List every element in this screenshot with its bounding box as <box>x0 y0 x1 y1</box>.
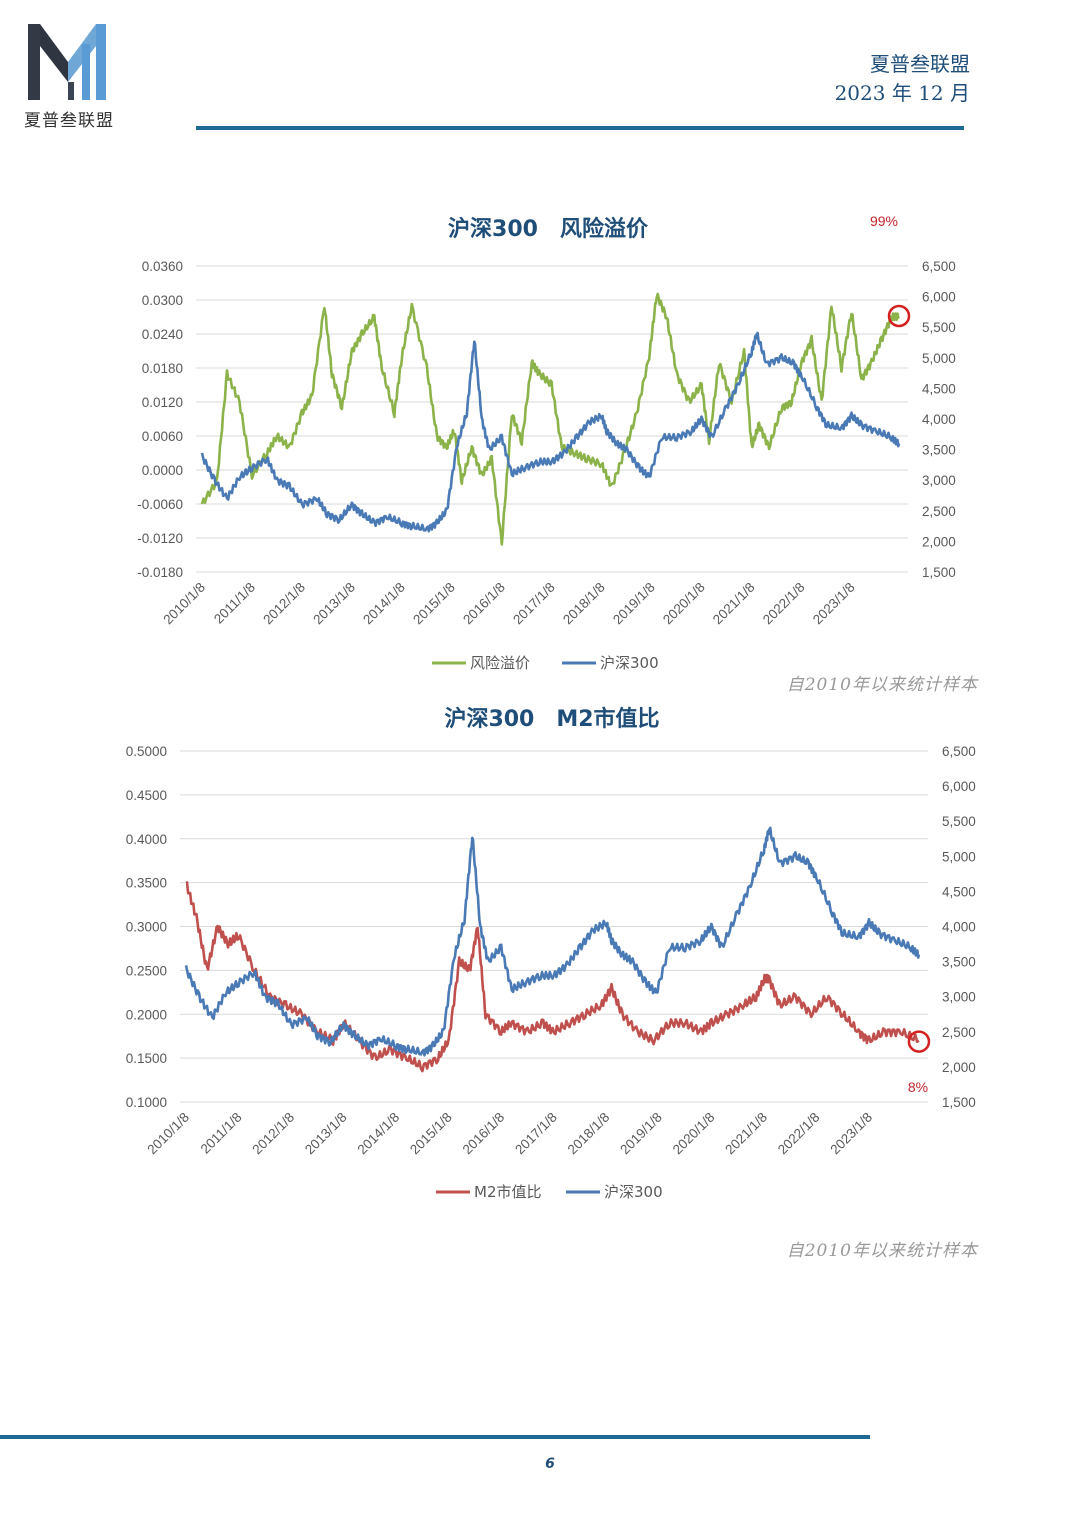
x-tick-label: 2022/1/8 <box>760 580 808 628</box>
y-left-tick-label: -0.0180 <box>137 565 183 580</box>
y-right-tick-label: 5,000 <box>922 351 956 366</box>
risk-premium-chart-svg: 沪深300 风险溢价 0.0360 0.0300 0.0240 0.0180 0.0120… <box>137 213 956 672</box>
header-info: 夏普叁联盟 2023 年 12 月 <box>835 50 970 108</box>
y-left-tick-label: 0.3500 <box>126 876 167 891</box>
x-tick-label: 2023/1/8 <box>827 1110 875 1158</box>
m2-ratio-chart-svg: 沪深300 M2市值比 0.5000 0.4500 0.4000 0.3500 0.300… <box>126 706 976 1201</box>
risk-premium-chart: 沪深300 风险溢价 0.0360 0.0300 0.0240 0.0180 0.0120… <box>0 190 1080 690</box>
y-right-tick-label: 6,500 <box>942 744 976 759</box>
x-tick-label: 2023/1/8 <box>810 580 858 628</box>
x-tick-label: 2010/1/8 <box>160 580 208 628</box>
x-tick-label: 2019/1/8 <box>617 1110 665 1158</box>
y-right-tick-label: 6,000 <box>922 290 956 305</box>
y-left-tick-label: 0.4000 <box>126 832 167 847</box>
x-tick-label: 2017/1/8 <box>510 580 558 628</box>
x-tick-label: 2018/1/8 <box>565 1110 613 1158</box>
y-left-tick-label: 0.2500 <box>126 963 167 978</box>
y-right-tick-label: 4,000 <box>942 920 976 935</box>
series-line-primary <box>185 881 920 1073</box>
chart-title: 沪深300 风险溢价 <box>448 216 649 242</box>
y-right-tick-label: 3,500 <box>942 955 976 970</box>
y-left-tick-label: 0.4500 <box>126 788 167 803</box>
chart-title: 沪深300 M2市值比 <box>444 706 659 732</box>
y-left-tick-label: 0.0360 <box>142 259 183 274</box>
y-right-tick-label: 1,500 <box>922 565 956 580</box>
x-tick-label: 2011/1/8 <box>211 580 258 627</box>
m2-ratio-chart: 沪深300 M2市值比 0.5000 0.4500 0.4000 0.3500 0.300… <box>0 690 1080 1220</box>
y-left-tick-label: 0.1000 <box>126 1095 167 1110</box>
annotation-label: 8% <box>908 1079 928 1095</box>
page-number: 6 <box>545 1456 555 1472</box>
y-left-tick-label: 0.0300 <box>142 293 183 308</box>
legend-label: 沪深300 <box>600 654 659 672</box>
x-tick-label: 2016/1/8 <box>460 580 508 628</box>
brand-logo: 夏普叁联盟 <box>24 22 124 131</box>
header-brand: 夏普叁联盟 <box>870 52 970 76</box>
series-line-index <box>200 331 901 533</box>
y-right-tick-label: 5,500 <box>942 814 976 829</box>
x-tick-label: 2019/1/8 <box>610 580 658 628</box>
x-tick-label: 2021/1/8 <box>710 580 758 628</box>
x-tick-label: 2010/1/8 <box>144 1110 192 1158</box>
y-right-tick-label: 2,500 <box>922 504 956 519</box>
header-date: 2023 年 12 月 <box>834 81 970 105</box>
x-tick-label: 2020/1/8 <box>670 1110 718 1158</box>
y-right-tick-label: 4,500 <box>942 884 976 899</box>
y-right-tick-label: 6,000 <box>942 779 976 794</box>
annotation-label: 99% <box>870 213 898 229</box>
x-tick-label: 2012/1/8 <box>249 1110 297 1158</box>
y-left-tick-label: 0.0000 <box>142 463 183 478</box>
x-tick-label: 2014/1/8 <box>355 1110 403 1158</box>
x-tick-label: 2014/1/8 <box>360 580 408 628</box>
x-tick-label: 2017/1/8 <box>512 1110 560 1158</box>
x-tick-label: 2015/1/8 <box>407 1110 455 1158</box>
highlight-circle <box>907 1030 931 1053</box>
y-left-tick-label: 0.0120 <box>142 395 183 410</box>
x-tick-label: 2011/1/8 <box>198 1110 245 1157</box>
chart-note-2: 自2010年以来统计样本 <box>786 1241 978 1261</box>
y-left-tick-label: 0.0240 <box>142 327 183 342</box>
y-right-tick-label: 3,000 <box>922 473 956 488</box>
y-left-tick-label: 0.0060 <box>142 429 183 444</box>
series-line-primary <box>200 292 900 546</box>
x-tick-label: 2013/1/8 <box>302 1110 350 1158</box>
x-tick-label: 2013/1/8 <box>310 580 358 628</box>
legend-label: 风险溢价 <box>470 654 530 672</box>
y-right-tick-label: 1,500 <box>942 1095 976 1110</box>
y-right-tick-label: 3,500 <box>922 443 956 458</box>
x-tick-label: 2021/1/8 <box>722 1110 770 1158</box>
y-right-tick-label: 5,000 <box>942 849 976 864</box>
y-left-tick-label: 0.2000 <box>126 1007 167 1022</box>
x-tick-label: 2022/1/8 <box>775 1110 823 1158</box>
y-right-tick-label: 6,500 <box>922 259 956 274</box>
logo-text: 夏普叁联盟 <box>24 111 114 131</box>
series-line-index <box>184 826 921 1057</box>
y-right-tick-label: 4,000 <box>922 412 956 427</box>
footer-divider <box>0 1435 870 1439</box>
y-left-tick-label: -0.0060 <box>137 497 183 512</box>
legend-label: M2市值比 <box>474 1183 542 1201</box>
y-right-tick-label: 2,500 <box>942 1025 976 1040</box>
y-left-tick-label: -0.0120 <box>137 531 183 546</box>
y-left-tick-label: 0.3000 <box>126 920 167 935</box>
x-tick-label: 2012/1/8 <box>260 580 308 628</box>
x-tick-label: 2018/1/8 <box>560 580 608 628</box>
y-right-tick-label: 3,000 <box>942 990 976 1005</box>
logo-mark-icon <box>28 24 106 100</box>
legend-label: 沪深300 <box>604 1183 663 1201</box>
x-tick-label: 2020/1/8 <box>660 580 708 628</box>
y-right-tick-label: 2,000 <box>942 1060 976 1075</box>
highlight-circle <box>887 304 911 328</box>
header-divider <box>196 126 964 130</box>
y-right-tick-label: 2,000 <box>922 534 956 549</box>
x-tick-label: 2015/1/8 <box>410 580 458 628</box>
y-left-tick-label: 0.0180 <box>142 361 183 376</box>
y-right-tick-label: 4,500 <box>922 381 956 396</box>
chart-note-1: 自2010年以来统计样本 <box>786 675 978 695</box>
x-tick-label: 2016/1/8 <box>460 1110 508 1158</box>
y-left-tick-label: 0.1500 <box>126 1051 167 1066</box>
y-right-tick-label: 5,500 <box>922 320 956 335</box>
y-left-tick-label: 0.5000 <box>126 744 167 759</box>
